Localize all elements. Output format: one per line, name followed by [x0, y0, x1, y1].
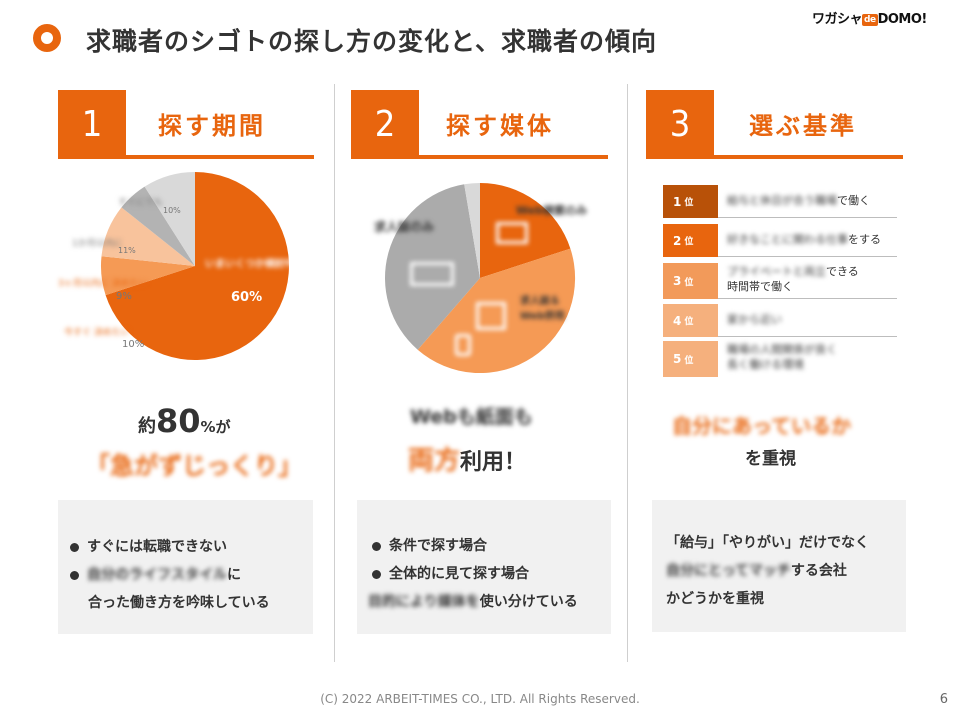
section-1-title: 探す期間 — [158, 112, 266, 140]
pie2-slice-paper — [384, 184, 480, 350]
section-2-title: 探す媒体 — [446, 112, 554, 140]
section-2-pie-chart — [384, 183, 576, 373]
section-1-bullet-2-cont: 合った働き方を吟味している — [88, 595, 270, 611]
section-2-underline — [351, 155, 608, 159]
column-divider — [334, 84, 335, 662]
footer-copyright: (C) 2022 ARBEIT-TIMES CO., LTD. All Righ… — [320, 692, 640, 706]
title-bullet-icon — [33, 24, 61, 52]
pie1-label-d: 1か月以内に — [72, 239, 123, 249]
section-3-summary-box — [652, 500, 906, 632]
section-3-box-line-2: 自分にとってマッチする会社 — [666, 563, 847, 579]
section-2-number: 2 — [351, 90, 419, 158]
section-3-title: 選ぶ基準 — [749, 112, 857, 140]
pie-slice-main — [105, 172, 289, 360]
section-2-bullet-2: 全体的に見て探す場合 — [372, 563, 529, 583]
section-1-headline-quote: 「急がずじっくり」 — [86, 452, 302, 480]
page-title: 求職者のシゴトの探し方の変化と、求職者の傾向 — [86, 27, 658, 56]
pie1-label-b: 今すぐ 決めたい — [64, 328, 130, 338]
pie1-value-b: 10% — [122, 339, 145, 350]
section-1-summary-box — [58, 500, 313, 634]
pie1-value-c: 9% — [116, 291, 132, 302]
section-3-headline-rest: を重視 — [745, 449, 796, 469]
section-1-headline: 約80%が — [138, 402, 231, 440]
section-1-bullet-2: 自分のライフスタイルに — [70, 564, 241, 584]
pie1-value-e: 10% — [163, 206, 181, 215]
pie2-slice-other — [464, 183, 480, 278]
page-number: 6 — [939, 692, 948, 707]
section-3-box-line-1: 「給与」「やりがい」だけでなく — [666, 535, 869, 551]
section-3-headline: 自分にあっているか — [672, 414, 851, 438]
pie2-phone-icon — [455, 334, 471, 356]
section-3-box-line-3: かどうかを重視 — [666, 591, 764, 607]
section-2-headline-2: 両方利用！ — [408, 446, 527, 476]
logo-text-a: ワガシャ — [812, 12, 863, 27]
section-1-underline — [58, 155, 314, 159]
section-3-underline — [646, 155, 903, 159]
pie2-label-paper: 求人誌のみ — [374, 220, 435, 234]
pie1-center-value: 60% — [231, 290, 263, 305]
logo-text-b: DOMO! — [877, 12, 928, 27]
pie2-label-web: Web検索のみ — [516, 204, 588, 217]
pie-slice-b — [100, 256, 195, 296]
section-2-headline-1: Webも紙面も — [410, 406, 533, 428]
pie-slice-e — [144, 172, 195, 266]
section-2-bullet-1: 条件で探す場合 — [372, 535, 487, 555]
column-divider — [627, 84, 628, 662]
section-1-number: 1 — [58, 90, 126, 158]
section-1-bullet-1: すぐには転職できない — [70, 536, 227, 556]
pie2-label-both: 求人誌＆ Web併用 — [520, 296, 565, 322]
brand-logo: ワガシャ de DOMO! — [812, 8, 927, 27]
pie1-center-label: いまいくつか検討中 — [205, 259, 295, 270]
pie-slice-d — [121, 186, 195, 266]
pie2-web-icon — [496, 222, 528, 244]
pie1-label-e: すぐにでも — [118, 198, 164, 208]
pie2-paper-icon — [410, 262, 454, 286]
pie1-value-d: 11% — [118, 246, 136, 255]
section-2-summary-box — [357, 500, 611, 634]
pie1-label-c: 3ヶ月以内に 決めたい — [58, 279, 148, 289]
section-3-number: 3 — [646, 90, 714, 158]
section-2-bullet-3: 目的により媒体を使い分けている — [368, 594, 578, 610]
pie2-both-icon — [476, 302, 506, 330]
section-1-pie-chart — [100, 172, 289, 360]
logo-mark: de — [862, 13, 878, 26]
pie-slice-c — [101, 207, 195, 266]
